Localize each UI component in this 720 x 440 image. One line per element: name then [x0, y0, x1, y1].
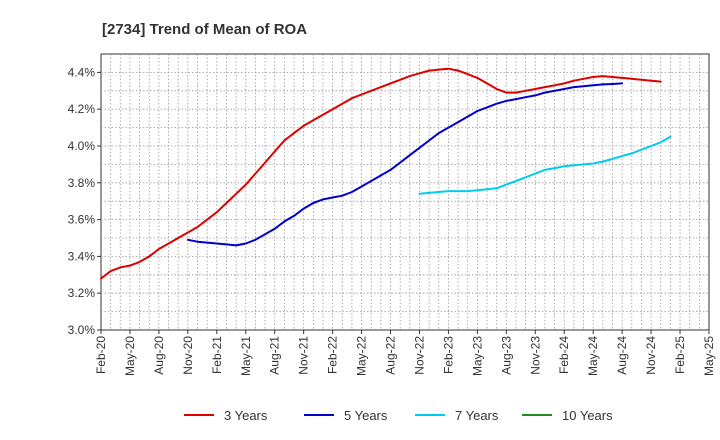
- x-axis: Feb-20 May-20 Aug-20 Nov-20 Feb-21 May-21 Aug-…: [94, 330, 716, 376]
- x-tick-label: May-20: [123, 336, 137, 376]
- y-tick-label: 3.8%: [68, 176, 96, 190]
- y-axis: 3.0% 3.2% 3.4% 3.6% 3.8% 4.0% 4.2% 4.4%: [68, 65, 101, 337]
- plot-frame: [100, 53, 710, 331]
- y-tick-label: 3.4%: [68, 249, 96, 263]
- x-tick-label: May-23: [470, 336, 484, 376]
- x-tick-label: Aug-24: [615, 336, 629, 375]
- x-tick-label: May-24: [586, 336, 600, 376]
- x-tick-label: Feb-24: [557, 336, 571, 374]
- x-tick-label: Feb-25: [673, 336, 687, 374]
- series-group: [100, 67, 672, 280]
- x-tick-label: Feb-21: [210, 336, 224, 374]
- x-tick-label: Nov-21: [297, 336, 311, 375]
- y-tick-label: 3.0%: [68, 323, 96, 337]
- legend-label: 3 Years: [224, 408, 268, 423]
- x-tick-label: May-21: [239, 336, 253, 376]
- y-tick-label: 4.0%: [68, 139, 96, 153]
- plot-area: [100, 53, 710, 331]
- series-line-3-years: [100, 67, 662, 280]
- x-tick-label: Nov-20: [181, 336, 195, 375]
- legend-label: 7 Years: [455, 408, 499, 423]
- y-tick-label: 4.2%: [68, 102, 96, 116]
- legend-label: 5 Years: [344, 408, 388, 423]
- x-tick-label: Aug-20: [152, 336, 166, 375]
- series-line-7-years: [418, 135, 672, 195]
- x-tick-label: Feb-23: [441, 336, 455, 374]
- x-tick-label: Aug-22: [384, 336, 398, 375]
- y-tick-label: 3.2%: [68, 286, 96, 300]
- y-tick-label: 4.4%: [68, 65, 96, 79]
- x-tick-label: Aug-23: [499, 336, 513, 375]
- x-tick-label: Nov-22: [412, 336, 426, 375]
- legend: 3 Years 5 Years 7 Years 10 Years: [184, 408, 613, 423]
- x-tick-label: Feb-22: [326, 336, 340, 374]
- chart-title: [2734] Trend of Mean of ROA: [102, 21, 307, 38]
- x-tick-label: Feb-20: [94, 336, 108, 374]
- x-tick-label: May-25: [702, 336, 716, 376]
- legend-label: 10 Years: [562, 408, 613, 423]
- x-tick-label: Nov-24: [644, 336, 658, 375]
- x-tick-label: May-22: [355, 336, 369, 376]
- y-tick-label: 3.6%: [68, 213, 96, 227]
- x-tick-label: Nov-23: [528, 336, 542, 375]
- series-line-5-years: [186, 82, 624, 247]
- x-tick-label: Aug-21: [268, 336, 282, 375]
